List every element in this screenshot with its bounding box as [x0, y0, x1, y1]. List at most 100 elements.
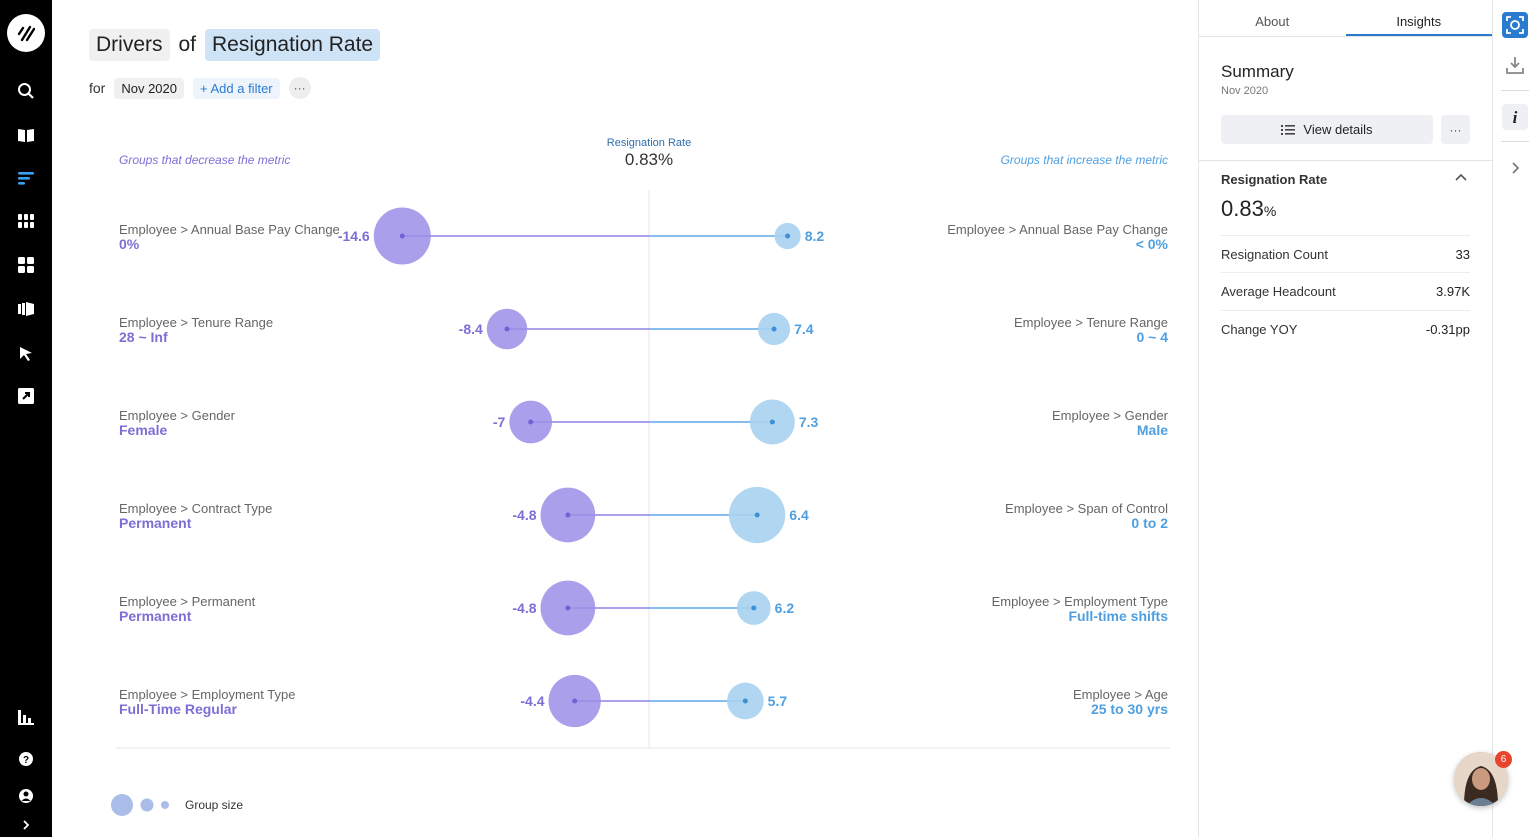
driver-group: 28 ~ Inf	[119, 329, 168, 345]
driver-value-increase: 7.4	[794, 321, 814, 337]
info-icon[interactable]: i	[1502, 104, 1528, 130]
panel-more-button[interactable]: ···	[1441, 115, 1470, 144]
metric-selector[interactable]: Resignation Rate	[205, 29, 381, 61]
user-profile-icon[interactable]	[14, 784, 38, 808]
apps-icon[interactable]	[14, 209, 38, 233]
driver-group: 0 ~ 4	[1136, 329, 1168, 345]
for-label: for	[89, 80, 106, 96]
driver-dimension: Employee > Employment Type	[991, 594, 1168, 609]
book-icon[interactable]	[14, 123, 38, 147]
decrease-caption: Groups that decrease the metric	[119, 153, 291, 167]
driver-group: < 0%	[1135, 236, 1168, 252]
panel-metric-value: 0.83%	[1221, 196, 1276, 222]
stat-row-resignation-count: Resignation Count 33	[1221, 235, 1470, 272]
tab-insights[interactable]: Insights	[1345, 0, 1492, 36]
driver-dot-increase	[742, 698, 748, 704]
driver-label-increase[interactable]: Employee > Span of Control 0 to 2	[1005, 501, 1168, 531]
stat-label: Resignation Count	[1221, 246, 1328, 262]
driver-label-increase[interactable]: Employee > Gender Male	[1052, 408, 1168, 438]
driver-group: 0%	[119, 236, 140, 252]
view-details-button[interactable]: View details	[1221, 115, 1433, 144]
stat-value: -0.31pp	[1425, 321, 1470, 337]
driver-value-decrease: -7	[493, 414, 506, 430]
title-drivers[interactable]: Drivers	[89, 29, 170, 61]
baseline-value: 0.83%	[624, 150, 674, 169]
driver-group: Full-time shifts	[1068, 608, 1168, 624]
driver-dimension: Employee > Contract Type	[119, 501, 273, 516]
right-tool-rail: i	[1492, 0, 1536, 837]
help-icon[interactable]: ?	[14, 747, 38, 771]
driver-dimension: Employee > Age	[1072, 687, 1168, 702]
collapse-chevron-icon[interactable]	[1453, 170, 1469, 186]
summary-period: Nov 2020	[1221, 85, 1269, 97]
driver-group: 25 to 30 yrs	[1090, 701, 1168, 717]
driver-label-increase[interactable]: Employee > Tenure Range 0 ~ 4	[1014, 315, 1168, 345]
summary-title: Summary	[1221, 62, 1294, 81]
driver-value-increase: 7.3	[799, 414, 819, 430]
driver-label-increase[interactable]: Employee > Annual Base Pay Change < 0%	[947, 222, 1168, 252]
screenshot-icon[interactable]	[1502, 12, 1528, 38]
driver-value-increase: 5.7	[768, 693, 788, 709]
baseline-label: Resignation Rate	[606, 137, 692, 149]
driver-label-decrease[interactable]: Employee > Contract Type Permanent	[119, 501, 272, 531]
search-icon[interactable]	[14, 79, 38, 103]
driver-dimension: Employee > Gender	[1052, 408, 1168, 423]
download-icon[interactable]	[1502, 52, 1528, 78]
explore-icon[interactable]	[14, 341, 38, 365]
driver-dimension: Employee > Tenure Range	[1013, 315, 1168, 330]
driver-dimension: Employee > Annual Base Pay Change	[119, 222, 340, 237]
driver-group: Female	[119, 422, 168, 438]
driver-label-decrease[interactable]: Employee > Annual Base Pay Change 0%	[119, 222, 340, 252]
dashboard-icon[interactable]	[14, 253, 38, 277]
insights-panel: About Insights Summary Nov 2020 View det…	[1198, 0, 1492, 837]
stat-row-average-headcount: Average Headcount 3.97K	[1221, 272, 1470, 309]
stat-label: Change YOY	[1221, 321, 1298, 337]
left-nav-rail: ?	[0, 0, 52, 837]
driver-label-decrease[interactable]: Employee > Tenure Range 28 ~ Inf	[119, 315, 273, 345]
driver-dot-decrease	[504, 326, 510, 332]
bar-chart-icon[interactable]	[14, 705, 38, 729]
stat-value: 33	[1455, 246, 1470, 262]
driver-value-decrease: -14.6	[338, 228, 370, 244]
driver-dot-decrease	[565, 512, 571, 518]
driver-group: Permanent	[119, 515, 192, 531]
driver-dimension: Employee > Gender	[119, 408, 235, 423]
expand-nav-icon[interactable]	[14, 813, 38, 837]
metric-value-number: 0.83	[1221, 196, 1264, 221]
driver-dimension: Employee > Span of Control	[1005, 501, 1168, 516]
driver-label-decrease[interactable]: Employee > Gender Female	[119, 408, 235, 438]
driver-label-decrease[interactable]: Employee > Permanent Permanent	[119, 594, 255, 624]
stat-label: Average Headcount	[1221, 283, 1336, 299]
driver-dimension: Employee > Employment Type	[119, 687, 296, 702]
group-size-legend-icon	[111, 794, 169, 816]
tab-about[interactable]: About	[1255, 14, 1290, 29]
driver-label-increase[interactable]: Employee > Employment Type Full-time shif…	[992, 594, 1168, 624]
driver-group: 0 to 2	[1131, 515, 1168, 531]
add-filter-button[interactable]: + Add a filter	[193, 77, 280, 99]
storyboard-icon[interactable]	[14, 297, 38, 321]
expand-panel-chevron-icon[interactable]	[1502, 155, 1528, 181]
driver-group: Full-Time Regular	[119, 701, 237, 717]
more-options-button[interactable]: ···	[288, 77, 311, 99]
period-chip[interactable]: Nov 2020	[114, 77, 184, 99]
metric-value-unit: %	[1263, 203, 1277, 219]
notification-badge[interactable]: 6	[1495, 751, 1512, 768]
driver-dot-increase	[754, 512, 760, 518]
insights-icon[interactable]	[14, 166, 38, 190]
list-icon	[1281, 124, 1296, 135]
page-title: Drivers of Resignation Rate	[89, 29, 381, 61]
legend-label: Group size	[185, 798, 244, 812]
driver-label-increase[interactable]: Employee > Age 25 to 30 yrs	[1073, 687, 1168, 717]
svg-text:?: ?	[23, 755, 29, 766]
driver-dot-decrease	[528, 419, 534, 425]
stat-value: 3.97K	[1436, 283, 1470, 299]
driver-value-increase: 6.4	[789, 507, 809, 523]
driver-dot-increase	[785, 233, 791, 239]
driver-value-decrease: -8.4	[459, 321, 483, 337]
driver-value-increase: 8.2	[805, 228, 825, 244]
svg-text:i: i	[1513, 108, 1518, 126]
external-link-icon[interactable]	[14, 384, 38, 408]
driver-label-decrease[interactable]: Employee > Employment Type Full-Time Regu…	[119, 687, 295, 717]
driver-dimension: Employee > Tenure Range	[119, 315, 274, 330]
app-logo[interactable]	[7, 14, 45, 52]
